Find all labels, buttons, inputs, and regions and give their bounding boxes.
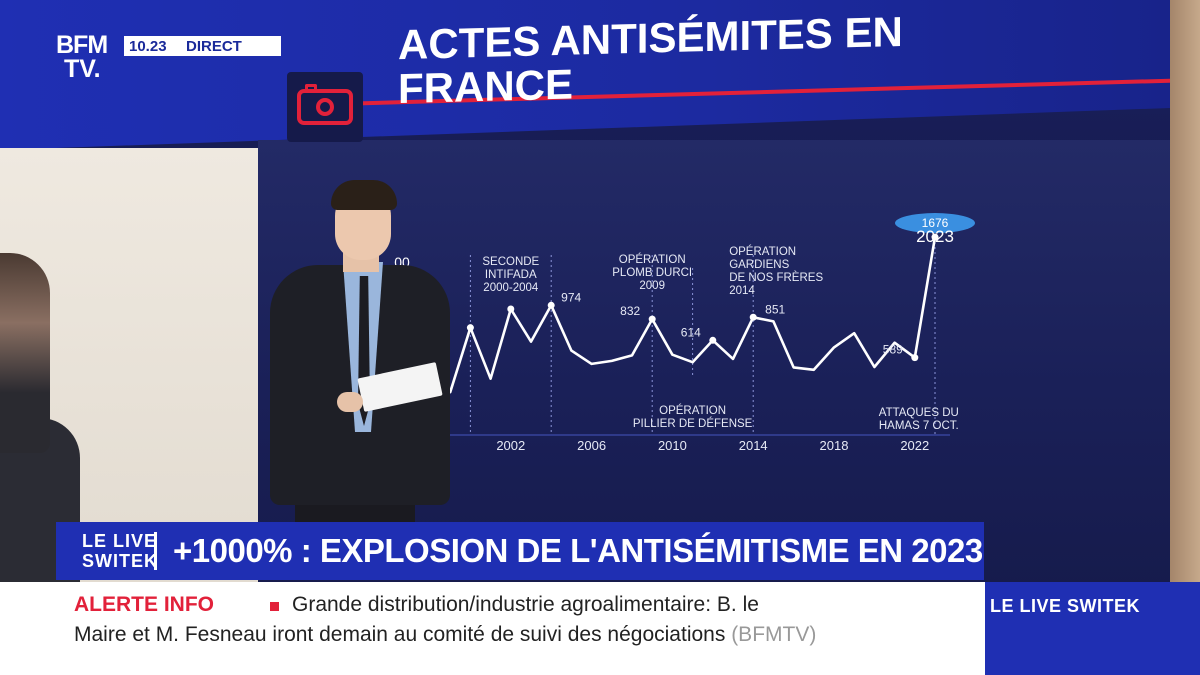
annotation-1-line0: OPÉRATION: [619, 253, 686, 266]
data-label-2022: 589: [883, 343, 903, 357]
annotation-0-line0: SECONDE: [482, 256, 539, 268]
peak-year-label: 2023: [916, 227, 954, 246]
alert-label: ALERTE INFO: [74, 593, 214, 616]
line-chart: 1998200220062010201420182022009748326148…: [394, 213, 975, 453]
ticker-line2-text: Maire et M. Fesneau iront demain au comi…: [74, 623, 726, 646]
data-point-2009: [648, 315, 656, 323]
annotation-3-line1: PILLIER DE DÉFENSE: [633, 417, 753, 430]
data-point-2002: [507, 305, 515, 313]
headline-text: +1000% : EXPLOSION DE L'ANTISÉMITISME EN…: [165, 522, 984, 580]
annotation-0-line2: 2000-2004: [483, 282, 539, 294]
annotation-4-line1: HAMAS 7 OCT.: [879, 420, 959, 432]
show-tag-line1: LE LIVE: [82, 531, 158, 551]
ticker-line1: Grande distribution/industrie agroalimen…: [292, 593, 759, 616]
annotation-4-line0: ATTAQUES DU: [879, 407, 959, 419]
data-label-2014: 851: [765, 302, 785, 316]
news-ticker: [0, 582, 985, 675]
annotation-3-line0: OPÉRATION: [659, 404, 726, 417]
presenter: [265, 180, 455, 540]
annotation-1-line1: PLOMB DURCI: [612, 267, 692, 279]
headline-banner: LE LIVE SWITEK +1000% : EXPLOSION DE L'A…: [56, 522, 984, 580]
ticker-line2: Maire et M. Fesneau iront demain au comi…: [74, 623, 816, 647]
data-label-2023: 1676: [922, 216, 949, 230]
data-point-2023: [931, 233, 939, 241]
studio-pillar: [1170, 0, 1200, 590]
data-label-2004: 974: [561, 290, 581, 304]
presenter-hair: [331, 180, 397, 210]
annotation-2-line3: 2014: [729, 285, 755, 297]
data-point-2022: [911, 354, 919, 362]
guest-video-inset: [0, 148, 258, 598]
show-tag-line2: SWITEK: [82, 551, 158, 571]
logo-line2: TV.: [64, 55, 101, 83]
side-block: [985, 582, 1200, 675]
camera-bump: [305, 84, 317, 90]
series-line: [430, 236, 937, 394]
data-label-2009: 832: [620, 304, 640, 318]
live-clock-badge: 10.23 DIRECT: [124, 36, 281, 56]
annotation-2-line2: DE NOS FRÈRES: [729, 271, 823, 284]
bfmtv-logo: BFM TV.: [56, 33, 118, 83]
data-point-2004: [547, 301, 555, 309]
annotation-2-line1: GARDIENS: [729, 259, 789, 271]
camera-icon: [287, 72, 363, 142]
clock-time: 10.23: [129, 37, 167, 55]
data-label-2012: 614: [681, 325, 701, 339]
data-point-2014: [749, 313, 757, 321]
annotation-2-line0: OPÉRATION: [729, 245, 796, 258]
alert-square-icon: [270, 602, 279, 611]
presenter-hand: [337, 392, 363, 412]
peak-value-pill: [895, 213, 975, 234]
data-point-2012: [709, 336, 717, 344]
x-tick-2010: 2010: [658, 438, 687, 453]
guest-figure: [0, 253, 50, 453]
x-tick-2002: 2002: [496, 438, 525, 453]
page-title: ACTES ANTISÉMITES EN FRANCE: [398, 7, 903, 113]
annotation-0-line1: INTIFADA: [485, 269, 537, 281]
annotation-1-line2: 2009: [639, 280, 665, 292]
camera-lens: [316, 98, 334, 116]
ticker-source: (BFMTV): [731, 623, 817, 646]
side-show-label: LE LIVE SWITEK: [990, 596, 1141, 616]
tag-separator: [154, 532, 157, 570]
camera-body: [297, 84, 353, 125]
x-tick-2006: 2006: [577, 438, 606, 453]
x-tick-2014: 2014: [739, 438, 768, 453]
data-point-2000: [466, 324, 474, 332]
x-tick-2022: 2022: [900, 438, 929, 453]
x-tick-2018: 2018: [820, 438, 849, 453]
logo-line1: BFM: [56, 31, 108, 59]
show-tag: LE LIVE SWITEK: [56, 522, 166, 580]
direct-label: DIRECT: [186, 37, 242, 55]
